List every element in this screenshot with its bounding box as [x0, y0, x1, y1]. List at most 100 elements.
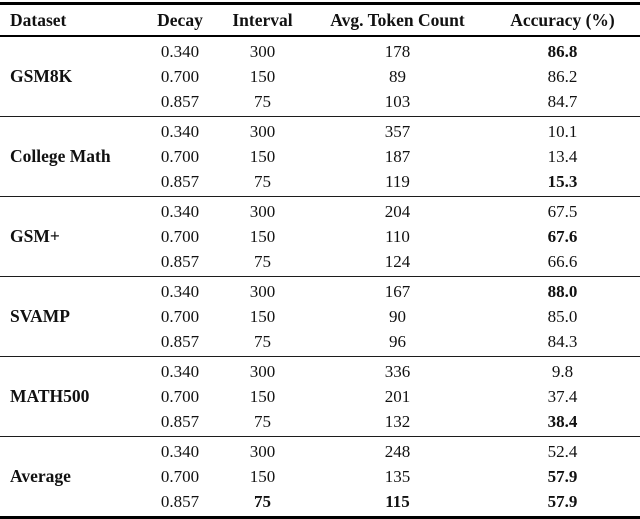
- decay-cell: 0.340: [160, 441, 200, 461]
- decay-cell: 0.857: [160, 251, 200, 271]
- interval-cell: 75: [254, 171, 271, 191]
- accuracy-cell: 67.6: [547, 226, 578, 246]
- decay-cell: 0.857: [160, 491, 200, 511]
- token-count-cell: 119: [385, 171, 410, 191]
- col-header-accuracy: Accuracy (%): [510, 9, 615, 30]
- decay-cell: 0.857: [160, 171, 200, 191]
- decay-cell: 0.700: [160, 466, 200, 486]
- accuracy-cell: 13.4: [547, 146, 578, 166]
- token-count-cell: 89: [389, 66, 406, 86]
- interval-cell: 150: [249, 306, 276, 326]
- dataset-group-svamp: SVAMP 0.340 300 167 88.0 0.700 150 90 85…: [0, 276, 640, 357]
- interval-cell: 75: [254, 411, 271, 431]
- table-row: Average 0.340 300 248 52.4: [0, 437, 640, 487]
- dataset-group-gsm8k: GSM8K 0.340 300 178 86.8 0.700 150 89 86…: [0, 36, 640, 117]
- accuracy-cell: 37.4: [547, 386, 578, 406]
- decay-cell: 0.857: [160, 331, 200, 351]
- decay-cell: 0.857: [160, 411, 200, 431]
- interval-cell: 300: [249, 281, 276, 301]
- token-count-cell: 201: [384, 386, 411, 406]
- decay-cell: 0.700: [160, 386, 200, 406]
- accuracy-cell: 67.5: [547, 201, 578, 221]
- decay-cell: 0.700: [160, 306, 200, 326]
- interval-cell: 300: [249, 201, 276, 221]
- accuracy-cell: 66.6: [547, 251, 578, 271]
- token-count-cell: 96: [389, 331, 406, 351]
- accuracy-cell: 38.4: [547, 411, 578, 431]
- token-count-cell: 187: [384, 146, 411, 166]
- accuracy-cell: 9.8: [551, 361, 574, 381]
- token-count-cell: 90: [389, 306, 406, 326]
- dataset-group-college-math: College Math 0.340 300 357 10.1 0.700 15…: [0, 116, 640, 197]
- table-row: 0.700 150 135 57.9: [0, 464, 640, 489]
- table-header: Dataset Decay Interval Avg. Token Count …: [0, 4, 640, 37]
- token-count-cell: 132: [384, 411, 411, 431]
- table-row: GSM+ 0.340 300 204 67.5: [0, 197, 640, 247]
- interval-cell: 75: [254, 251, 271, 271]
- accuracy-cell: 86.2: [547, 66, 578, 86]
- accuracy-cell: 84.7: [547, 91, 578, 111]
- interval-cell: 75: [254, 331, 271, 351]
- dataset-label: Average: [10, 466, 71, 486]
- interval-cell: 150: [249, 226, 276, 246]
- table-row: 0.857 75 124 66.6: [0, 249, 640, 277]
- dataset-group-gsm-plus: GSM+ 0.340 300 204 67.5 0.700 150 110 67…: [0, 196, 640, 277]
- interval-cell: 150: [249, 466, 276, 486]
- accuracy-cell: 86.8: [547, 41, 578, 61]
- decay-cell: 0.700: [160, 226, 200, 246]
- accuracy-cell: 88.0: [547, 281, 578, 301]
- token-count-cell: 135: [384, 466, 411, 486]
- token-count-cell: 103: [384, 91, 411, 111]
- interval-cell: 75: [254, 91, 271, 111]
- table-row: College Math 0.340 300 357 10.1: [0, 117, 640, 167]
- dataset-label: MATH500: [10, 386, 90, 406]
- interval-cell: 300: [249, 361, 276, 381]
- interval-cell: 150: [249, 386, 276, 406]
- col-header-interval: Interval: [232, 9, 293, 30]
- table-row: 0.857 75 132 38.4: [0, 409, 640, 437]
- interval-cell: 150: [249, 146, 276, 166]
- table-row: GSM8K 0.340 300 178 86.8: [0, 36, 640, 87]
- token-count-cell: 115: [385, 491, 410, 511]
- interval-cell: 75: [254, 491, 271, 511]
- accuracy-cell: 84.3: [547, 331, 578, 351]
- col-header-decay: Decay: [157, 9, 203, 30]
- table-row: MATH500 0.340 300 336 9.8: [0, 357, 640, 407]
- interval-cell: 300: [249, 41, 276, 61]
- table-row: SVAMP 0.340 300 167 88.0: [0, 277, 640, 327]
- token-count-cell: 167: [384, 281, 411, 301]
- accuracy-cell: 10.1: [547, 121, 578, 141]
- col-header-dataset: Dataset: [10, 9, 67, 30]
- interval-cell: 300: [249, 441, 276, 461]
- table-row: 0.700 150 90 85.0: [0, 304, 640, 329]
- token-count-cell: 248: [384, 441, 411, 461]
- dataset-group-math500: MATH500 0.340 300 336 9.8 0.700 150 201 …: [0, 356, 640, 437]
- col-header-tokens: Avg. Token Count: [330, 9, 465, 30]
- dataset-label: SVAMP: [10, 306, 70, 326]
- accuracy-cell: 57.9: [547, 466, 578, 486]
- decay-cell: 0.700: [160, 146, 200, 166]
- token-count-cell: 178: [384, 41, 411, 61]
- table-row: 0.700 150 201 37.4: [0, 384, 640, 409]
- accuracy-cell: 15.3: [547, 171, 578, 191]
- interval-cell: 300: [249, 121, 276, 141]
- token-count-cell: 110: [385, 226, 410, 246]
- decay-cell: 0.700: [160, 66, 200, 86]
- accuracy-cell: 57.9: [547, 491, 578, 511]
- token-count-cell: 124: [384, 251, 411, 271]
- accuracy-cell: 52.4: [547, 441, 578, 461]
- decay-cell: 0.340: [160, 361, 200, 381]
- interval-cell: 150: [249, 66, 276, 86]
- dataset-label: College Math: [10, 146, 111, 166]
- token-count-cell: 357: [384, 121, 411, 141]
- accuracy-cell: 85.0: [547, 306, 578, 326]
- dataset-label: GSM+: [10, 226, 60, 246]
- token-count-cell: 204: [384, 201, 411, 221]
- table-row: 0.857 75 96 84.3: [0, 329, 640, 357]
- header-row: Dataset Decay Interval Avg. Token Count …: [0, 4, 640, 37]
- decay-cell: 0.340: [160, 121, 200, 141]
- decay-cell: 0.340: [160, 41, 200, 61]
- dataset-group-average: Average 0.340 300 248 52.4 0.700 150 135…: [0, 436, 640, 518]
- decay-cell: 0.340: [160, 281, 200, 301]
